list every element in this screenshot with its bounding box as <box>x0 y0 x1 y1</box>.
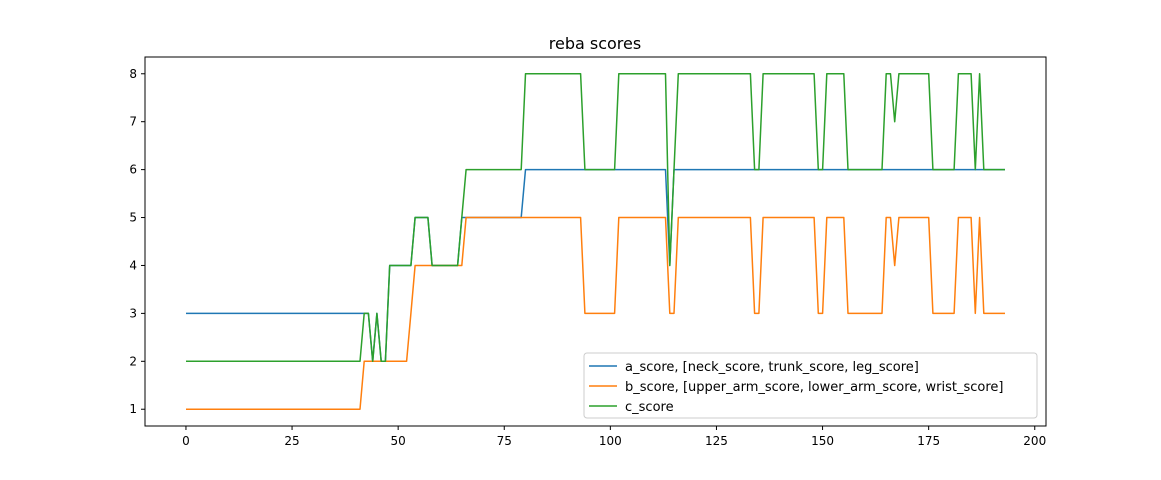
legend-label-2: c_score <box>625 400 674 415</box>
y-tick-label: 5 <box>129 211 137 225</box>
x-tick-label: 50 <box>391 434 406 448</box>
chart-title: reba scores <box>549 34 641 53</box>
series-line-2 <box>186 73 1005 363</box>
y-axis: 1 2 3 4 5 6 7 8 <box>129 67 145 416</box>
x-tick-label: 150 <box>811 434 834 448</box>
y-tick-label: 4 <box>129 258 137 272</box>
y-tick-label: 6 <box>129 163 137 177</box>
y-tick-label: 1 <box>129 402 137 416</box>
x-tick-label: 0 <box>182 434 190 448</box>
y-tick-label: 2 <box>129 354 137 368</box>
x-tick-label: 125 <box>705 434 728 448</box>
x-tick-label: 175 <box>917 434 940 448</box>
series-line-0 <box>186 168 1005 363</box>
x-tick-label: 25 <box>284 434 299 448</box>
y-tick-label: 7 <box>129 115 137 129</box>
legend: a_score, [neck_score, trunk_score, leg_s… <box>583 352 1038 419</box>
y-tick-label: 8 <box>129 67 137 81</box>
series-line-1 <box>186 216 1005 410</box>
x-tick-label: 200 <box>1023 434 1046 448</box>
legend-box <box>583 352 1038 419</box>
legend-label-0: a_score, [neck_score, trunk_score, leg_s… <box>625 360 919 375</box>
x-axis: 0 25 50 75 100 125 150 175 200 <box>182 426 1046 448</box>
y-tick-label: 3 <box>129 306 137 320</box>
axes-frame <box>144 56 1047 427</box>
x-tick-label: 75 <box>497 434 512 448</box>
series-layer <box>186 73 1005 410</box>
x-tick-label: 100 <box>599 434 622 448</box>
legend-label-1: b_score, [upper_arm_score, lower_arm_sco… <box>625 380 1004 395</box>
